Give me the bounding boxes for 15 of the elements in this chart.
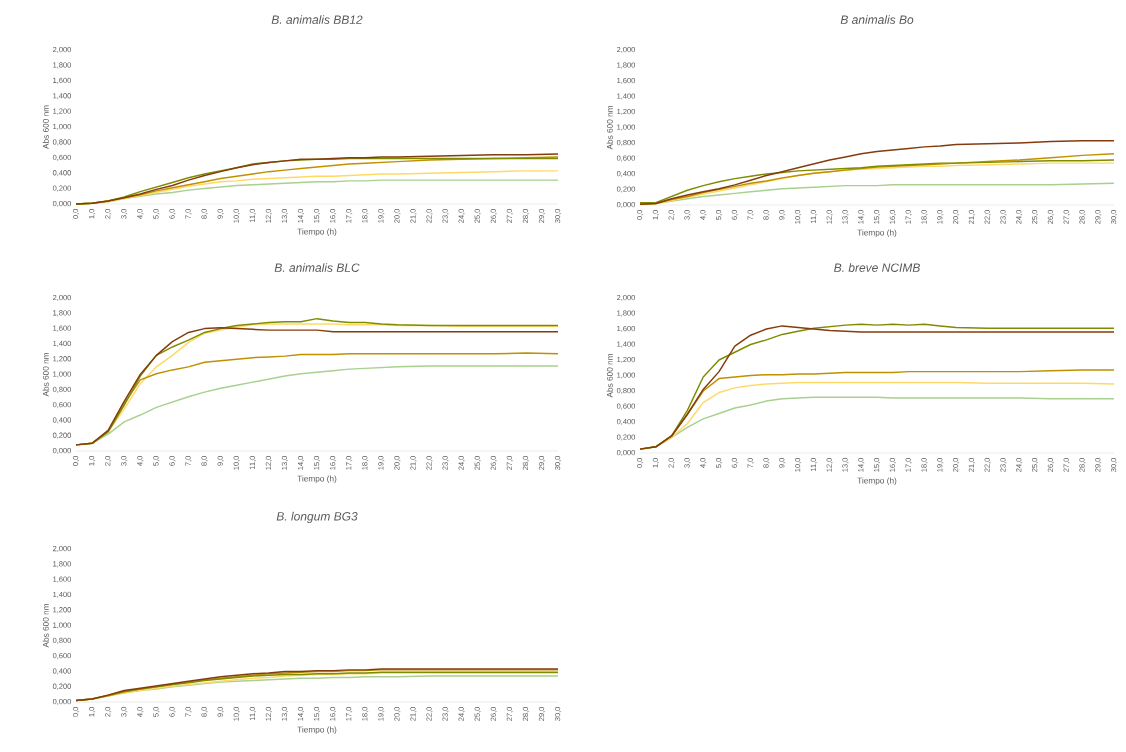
y-axis-title: Abs 600 nm [42, 353, 49, 397]
y-axis-title: Abs 600 nm [42, 105, 49, 150]
y-axis-title: Abs 600 nm [606, 354, 613, 398]
chart-title: B. breve NCIMB [834, 263, 920, 272]
chart-title: B. animalis BLC [274, 263, 360, 272]
x-axis-title: Tiempo (h) [857, 229, 897, 238]
x-axis-title: Tiempo (h) [297, 726, 337, 735]
y-axis-title: Abs 600 nm [606, 106, 613, 150]
chart-title: B animalis Bo [840, 15, 914, 24]
chart-title: B. animalis BB12 [271, 15, 363, 24]
x-axis-title: Tiempo (h) [297, 475, 337, 484]
y-axis-title: Abs 600 nm [42, 604, 49, 648]
x-axis-title: Tiempo (h) [857, 477, 897, 486]
chart-title: B. longum BG3 [276, 511, 358, 523]
x-axis-title: Tiempo (h) [297, 228, 337, 237]
